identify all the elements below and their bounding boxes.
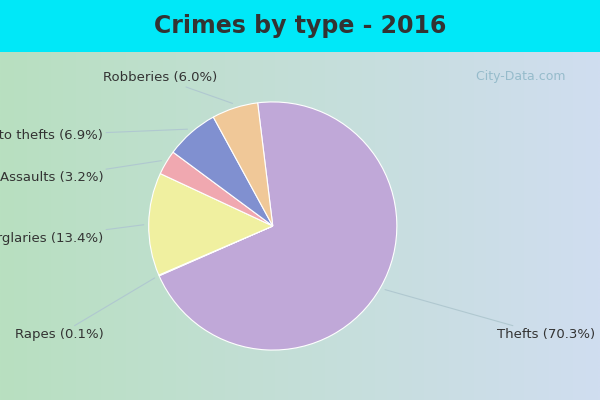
Text: Auto thefts (6.9%): Auto thefts (6.9%) — [0, 129, 187, 142]
Text: Crimes by type - 2016: Crimes by type - 2016 — [154, 14, 446, 38]
Text: Robberies (6.0%): Robberies (6.0%) — [103, 71, 233, 103]
Text: Thefts (70.3%): Thefts (70.3%) — [385, 290, 595, 342]
Text: Burglaries (13.4%): Burglaries (13.4%) — [0, 225, 144, 245]
Wedge shape — [160, 152, 273, 226]
Wedge shape — [159, 102, 397, 350]
Text: Rapes (0.1%): Rapes (0.1%) — [14, 278, 155, 342]
Wedge shape — [214, 103, 273, 226]
Text: City-Data.com: City-Data.com — [468, 70, 566, 83]
Text: Assaults (3.2%): Assaults (3.2%) — [0, 161, 161, 184]
Wedge shape — [173, 117, 273, 226]
Wedge shape — [159, 226, 273, 276]
Wedge shape — [149, 174, 273, 275]
